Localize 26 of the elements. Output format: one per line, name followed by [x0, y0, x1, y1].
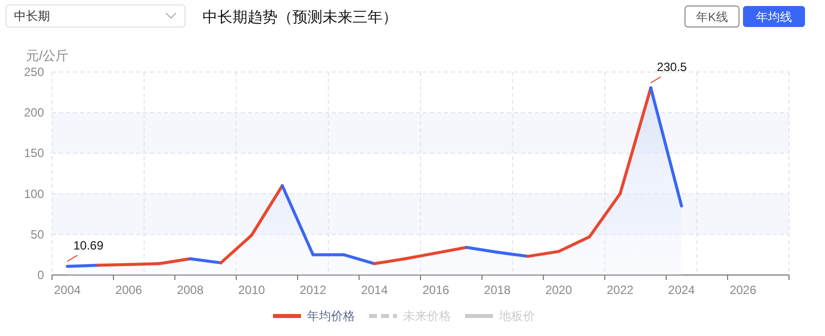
x-tick-label: 2022: [606, 283, 634, 297]
x-tick-label: 2004: [54, 283, 82, 297]
x-tick-label: 2010: [238, 283, 266, 297]
legend-label: 年均价格: [307, 309, 355, 323]
x-tick-label: 2024: [668, 283, 696, 297]
y-tick-label: 200: [24, 106, 44, 120]
data-label: 10.69: [73, 238, 104, 252]
y-tick-label: 150: [24, 146, 44, 160]
data-label: 230.5: [656, 60, 688, 74]
text: 年K线: [696, 10, 728, 24]
y-axis-title: 元/公斤: [26, 48, 69, 63]
y-tick-label: 0: [37, 268, 44, 282]
x-tick-label: 2008: [176, 283, 204, 297]
x-tick-label: 2006: [115, 283, 142, 297]
text: 中长期: [14, 9, 50, 23]
x-tick-label: 2026: [730, 283, 757, 297]
y-tick-label: 100: [24, 186, 44, 201]
text: 年均线: [756, 10, 792, 24]
x-tick-label: 2016: [422, 283, 450, 297]
x-tick-label: 2014: [361, 283, 388, 297]
x-tick-label: 2020: [545, 283, 572, 297]
x-tick-label: 2012: [300, 283, 327, 297]
y-tick-label: 50: [30, 227, 44, 242]
y-tick-label: 250: [24, 65, 44, 79]
chart-title: 中长期趋势（预测未来三年）: [202, 9, 398, 26]
x-tick-label: 2018: [484, 283, 511, 297]
